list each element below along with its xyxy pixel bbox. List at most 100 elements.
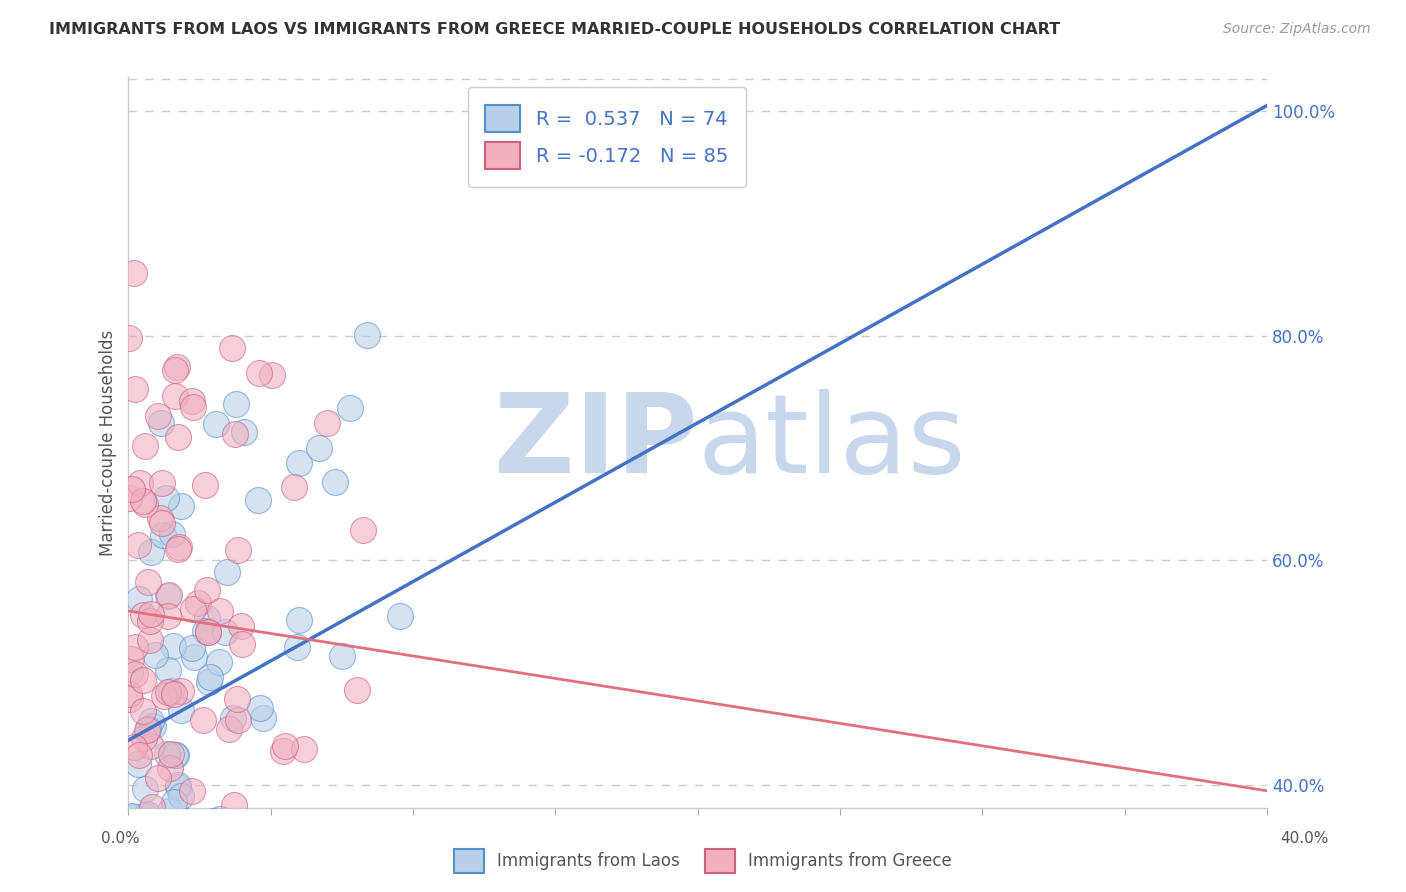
Point	[152, 528, 174, 542]
Text: 40.0%: 40.0%	[1281, 831, 1329, 846]
Point	[195, 611, 218, 625]
Point	[141, 799, 163, 814]
Text: ZIP: ZIP	[495, 389, 697, 496]
Point	[122, 810, 145, 824]
Point	[157, 588, 180, 602]
Point	[198, 674, 221, 689]
Point	[236, 856, 259, 871]
Point	[217, 566, 239, 580]
Point	[124, 382, 146, 396]
Point	[162, 823, 184, 838]
Point	[194, 624, 217, 639]
Point	[139, 739, 162, 754]
Point	[181, 640, 204, 655]
Point	[150, 475, 173, 490]
Point	[121, 652, 143, 666]
Point	[231, 619, 253, 633]
Point	[160, 684, 183, 698]
Point	[214, 624, 236, 639]
Point	[173, 823, 195, 838]
Point	[118, 687, 141, 701]
Point	[228, 856, 250, 871]
Point	[187, 596, 209, 610]
Point	[163, 747, 186, 762]
Point	[352, 523, 374, 537]
Point	[128, 856, 150, 871]
Point	[124, 640, 146, 654]
Point	[346, 682, 368, 697]
Point	[208, 655, 231, 669]
Point	[121, 482, 143, 496]
Point	[127, 538, 149, 552]
Point	[247, 367, 270, 381]
Point	[155, 491, 177, 505]
Point	[134, 782, 156, 797]
Point	[249, 701, 271, 715]
Point	[141, 714, 163, 729]
Point	[224, 427, 246, 442]
Point	[124, 667, 146, 681]
Point	[143, 648, 166, 663]
Point	[160, 823, 183, 838]
Point	[183, 650, 205, 665]
Point	[134, 731, 156, 745]
Point	[271, 744, 294, 758]
Point	[191, 713, 214, 727]
Point	[221, 341, 243, 355]
Y-axis label: Married-couple Households: Married-couple Households	[100, 329, 117, 556]
Point	[208, 812, 231, 826]
Legend: R =  0.537   N = 74, R = -0.172   N = 85: R = 0.537 N = 74, R = -0.172 N = 85	[468, 87, 745, 187]
Text: 0.0%: 0.0%	[101, 831, 141, 846]
Point	[222, 797, 245, 812]
Point	[195, 582, 218, 597]
Point	[226, 713, 249, 727]
Point	[159, 805, 181, 819]
Point	[134, 497, 156, 511]
Point	[117, 823, 139, 838]
Point	[120, 665, 142, 679]
Point	[260, 368, 283, 383]
Point	[202, 814, 225, 829]
Point	[409, 856, 432, 871]
Point	[128, 592, 150, 607]
Text: atlas: atlas	[697, 389, 966, 496]
Point	[142, 719, 165, 733]
Point	[136, 722, 159, 736]
Point	[156, 609, 179, 624]
Point	[122, 266, 145, 280]
Point	[188, 823, 211, 838]
Point	[122, 823, 145, 838]
Point	[323, 475, 346, 490]
Point	[197, 624, 219, 639]
Point	[167, 780, 190, 794]
Point	[157, 663, 180, 677]
Point	[166, 360, 188, 375]
Point	[194, 478, 217, 492]
Point	[316, 416, 339, 430]
Point	[143, 823, 166, 838]
Point	[127, 757, 149, 772]
Point	[288, 456, 311, 470]
Point	[132, 673, 155, 687]
Point	[167, 823, 190, 838]
Point	[308, 442, 330, 456]
Point	[167, 541, 190, 555]
Point	[221, 711, 243, 725]
Point	[339, 401, 361, 416]
Point	[131, 823, 153, 838]
Point	[135, 808, 157, 822]
Point	[155, 747, 177, 761]
Point	[330, 648, 353, 663]
Point	[283, 843, 305, 857]
Point	[181, 400, 204, 414]
Point	[198, 670, 221, 684]
Point	[118, 331, 141, 345]
Point	[139, 615, 162, 629]
Point	[143, 823, 166, 838]
Point	[218, 723, 240, 737]
Point	[388, 609, 411, 624]
Point	[283, 480, 305, 494]
Point	[136, 806, 159, 821]
Point	[205, 417, 228, 431]
Point	[163, 795, 186, 809]
